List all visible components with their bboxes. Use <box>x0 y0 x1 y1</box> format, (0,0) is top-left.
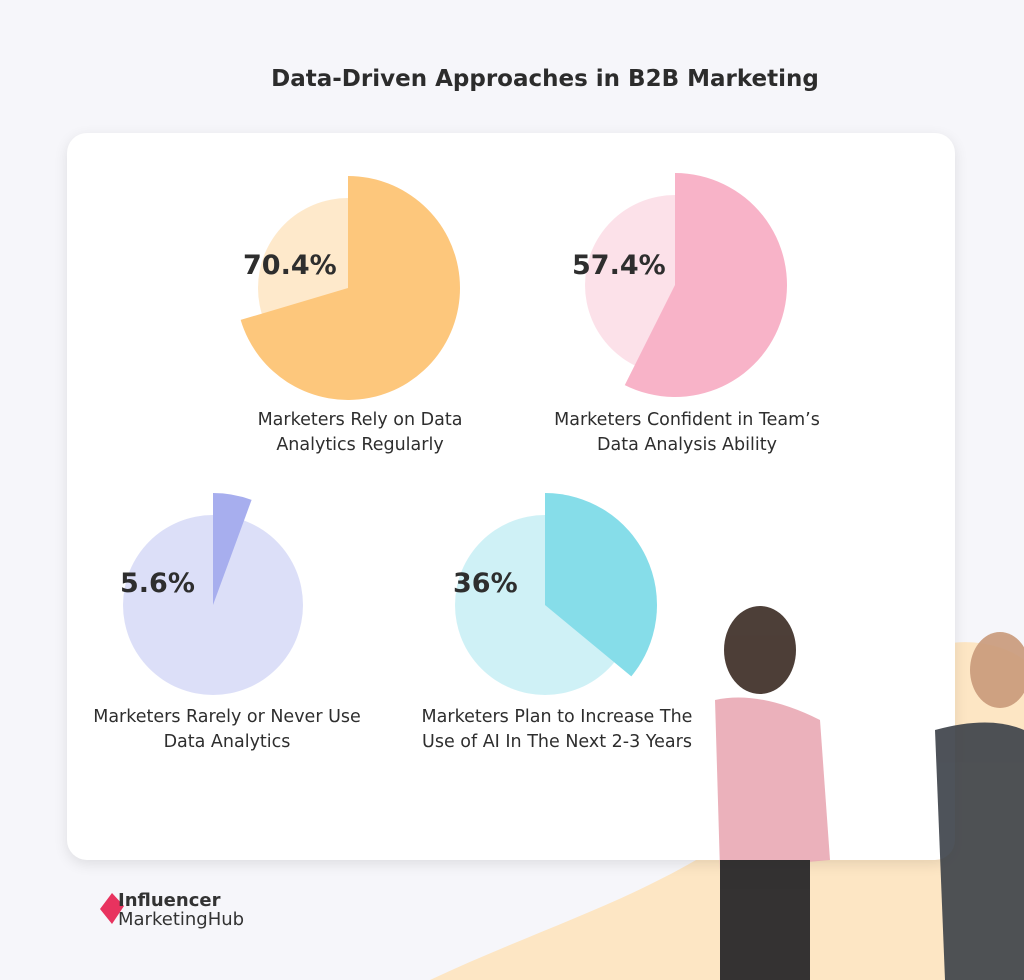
value-label: 5.6% <box>120 568 195 599</box>
pie-slice <box>624 173 787 397</box>
value-label: 36% <box>453 568 518 599</box>
title: Data-Driven Approaches in B2B Marketing <box>271 66 819 92</box>
logo-text: MarketingHub <box>118 909 245 930</box>
value-label: 57.4% <box>572 250 666 281</box>
pie-slice <box>213 493 252 605</box>
pie-caption: Marketers Rarely or Never Use Data Analy… <box>93 707 361 752</box>
pie-caption: Marketers Plan to Increase The Use of AI… <box>421 707 693 752</box>
pie-caption: Marketers Confident in Team’s Data Analy… <box>554 410 820 455</box>
logo-text: Influencer <box>118 890 221 911</box>
value-label: 70.4% <box>243 250 337 281</box>
person-silhouettes <box>715 606 1024 980</box>
pie-caption: Marketers Rely on Data Analytics Regular… <box>257 410 463 455</box>
logo-icon <box>100 893 124 924</box>
pie-slice <box>240 176 461 401</box>
pie-slice <box>545 493 658 677</box>
